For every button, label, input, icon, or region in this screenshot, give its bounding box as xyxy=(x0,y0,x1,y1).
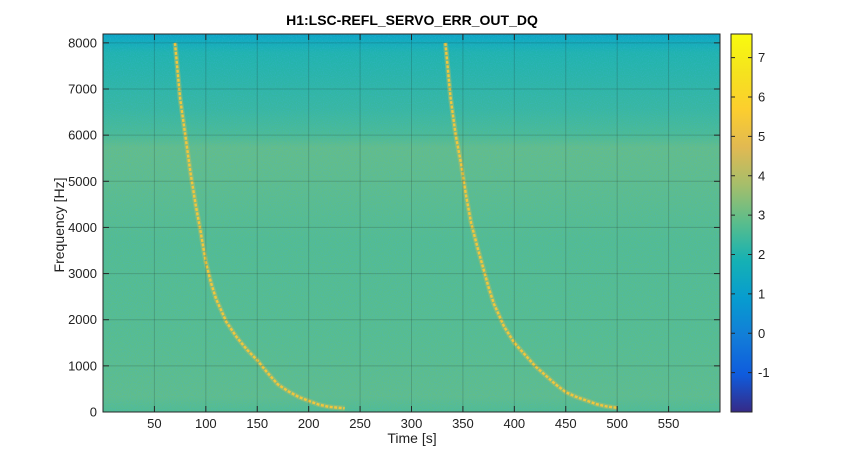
x-tick-label: 500 xyxy=(606,416,628,431)
x-axis-label: Time [s] xyxy=(387,430,436,446)
y-tick-label: 5000 xyxy=(68,174,97,189)
x-tick-label: 350 xyxy=(452,416,474,431)
x-tick-label: 450 xyxy=(555,416,577,431)
y-tick-label: 2000 xyxy=(68,312,97,327)
y-tick-label: 1000 xyxy=(68,358,97,373)
y-tick-label: 3000 xyxy=(68,266,97,281)
y-tick-label: 6000 xyxy=(68,128,97,143)
y-tick-label: 0 xyxy=(90,405,97,420)
x-tick-label: 300 xyxy=(401,416,423,431)
colorbar-tick-label: 3 xyxy=(758,208,765,223)
x-tick-label: 50 xyxy=(147,416,161,431)
chart-title: H1:LSC-REFL_SERVO_ERR_OUT_DQ xyxy=(286,12,538,28)
x-tick-label: 100 xyxy=(195,416,217,431)
colorbar-tick-label: 5 xyxy=(758,129,765,144)
y-tick-label: 7000 xyxy=(68,82,97,97)
y-tick-label: 8000 xyxy=(68,35,97,50)
x-tick-label: 150 xyxy=(246,416,268,431)
spectrogram-noise xyxy=(103,34,720,412)
chirp-trace-2 xyxy=(444,42,618,409)
plot-area: 50 100 150 200 250 300 350 400 450 500 550 0 1000 200… xyxy=(68,33,721,431)
x-tick-label: 200 xyxy=(298,416,320,431)
colorbar: -1 0 1 2 3 4 5 6 7 xyxy=(730,33,770,413)
colorbar-gradient xyxy=(730,33,753,413)
x-tick-label: 550 xyxy=(658,416,680,431)
colorbar-tick-label: 1 xyxy=(758,286,765,301)
colorbar-tick-label: 2 xyxy=(758,247,765,262)
colorbar-tick-label: 0 xyxy=(758,326,765,341)
y-axis-label: Frequency [Hz] xyxy=(51,178,67,273)
colorbar-tick-label: -1 xyxy=(758,365,770,380)
colorbar-tick-label: 4 xyxy=(758,168,765,183)
chirp-trace-1 xyxy=(173,42,345,410)
y-tick-label: 4000 xyxy=(68,220,97,235)
colorbar-tick-label: 7 xyxy=(758,50,765,65)
x-tick-label: 400 xyxy=(503,416,525,431)
x-tick-label: 250 xyxy=(349,416,371,431)
colorbar-tick-label: 6 xyxy=(758,90,765,105)
